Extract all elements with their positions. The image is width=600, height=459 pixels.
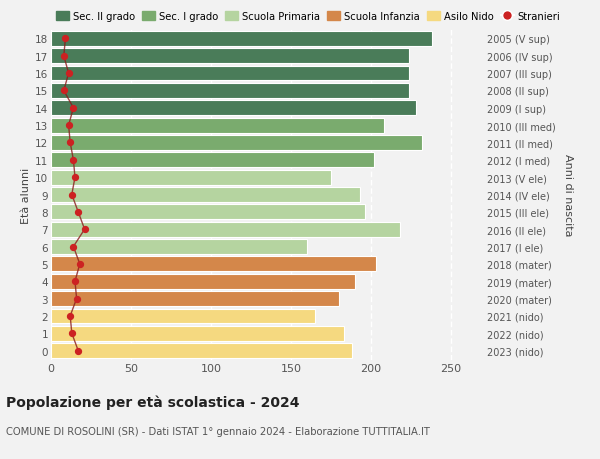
Bar bbox=[51, 118, 384, 133]
Point bbox=[65, 140, 75, 147]
Point bbox=[75, 261, 85, 268]
Point bbox=[80, 226, 89, 233]
Bar bbox=[51, 84, 409, 99]
Point bbox=[61, 36, 70, 43]
Bar bbox=[51, 222, 400, 237]
Point bbox=[73, 347, 83, 354]
Bar bbox=[51, 291, 339, 306]
Bar bbox=[51, 309, 315, 324]
Point bbox=[68, 157, 78, 164]
Legend: Sec. II grado, Sec. I grado, Scuola Primaria, Scuola Infanzia, Asilo Nido, Stran: Sec. II grado, Sec. I grado, Scuola Prim… bbox=[56, 11, 560, 22]
Text: COMUNE DI ROSOLINI (SR) - Dati ISTAT 1° gennaio 2024 - Elaborazione TUTTITALIA.I: COMUNE DI ROSOLINI (SR) - Dati ISTAT 1° … bbox=[6, 426, 430, 436]
Point bbox=[68, 243, 78, 251]
Point bbox=[65, 313, 75, 320]
Point bbox=[59, 53, 68, 60]
Bar bbox=[51, 49, 409, 64]
Bar bbox=[51, 153, 374, 168]
Point bbox=[67, 330, 77, 337]
Point bbox=[64, 122, 73, 129]
Bar bbox=[51, 205, 365, 220]
Bar bbox=[51, 326, 344, 341]
Point bbox=[70, 278, 80, 285]
Point bbox=[59, 88, 68, 95]
Bar bbox=[51, 101, 416, 116]
Point bbox=[67, 191, 77, 199]
Bar bbox=[51, 257, 376, 272]
Bar bbox=[51, 67, 409, 81]
Point bbox=[72, 295, 82, 302]
Bar bbox=[51, 343, 352, 358]
Point bbox=[64, 70, 73, 78]
Bar bbox=[51, 240, 307, 254]
Bar bbox=[51, 32, 432, 47]
Bar bbox=[51, 274, 355, 289]
Bar bbox=[51, 188, 360, 202]
Text: Popolazione per età scolastica - 2024: Popolazione per età scolastica - 2024 bbox=[6, 395, 299, 409]
Point bbox=[73, 209, 83, 216]
Point bbox=[70, 174, 80, 181]
Bar bbox=[51, 170, 331, 185]
Y-axis label: Età alunni: Età alunni bbox=[21, 167, 31, 223]
Y-axis label: Anni di nascita: Anni di nascita bbox=[563, 154, 573, 236]
Point bbox=[68, 105, 78, 112]
Bar bbox=[51, 136, 422, 151]
